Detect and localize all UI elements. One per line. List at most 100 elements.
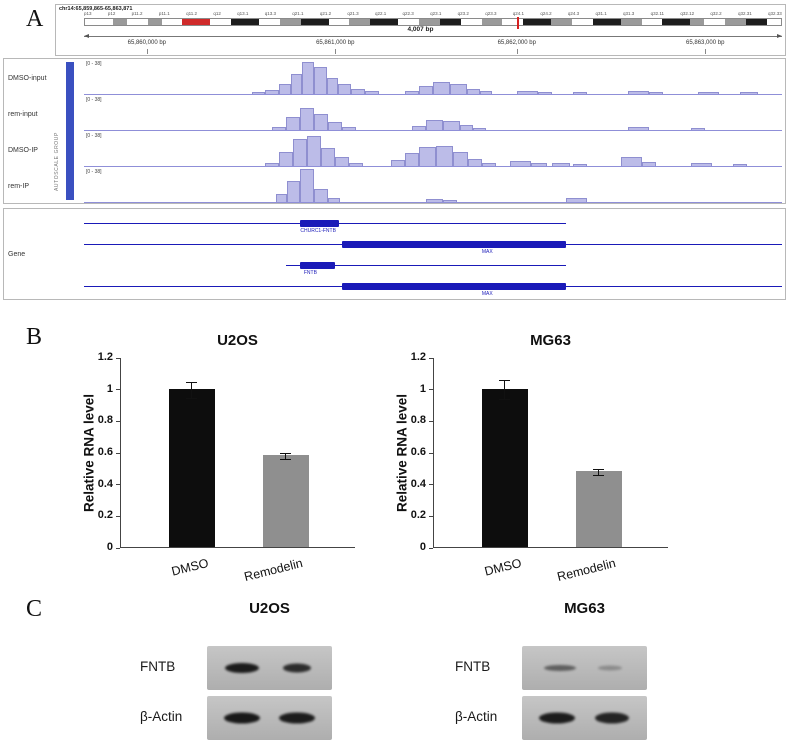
chromosome-ideogram: [84, 17, 782, 29]
y-tick-mark: [116, 452, 120, 454]
gene-row: MAX: [84, 236, 782, 256]
coverage-peak: [251, 91, 266, 94]
band-label: q31.3: [623, 11, 635, 16]
y-tick-mark: [116, 420, 120, 422]
y-tick-label: 1.2: [410, 351, 426, 363]
ideogram-band-segment: [161, 19, 183, 25]
ideogram-band-segment: [258, 19, 280, 25]
coverage-peak: [405, 90, 420, 94]
gene-exon-block: [342, 283, 566, 290]
tracks-container: DMSO-input [0 - 38] rem-input [0 - 38] DMSO-…: [4, 59, 785, 203]
x-category-label: Remodelin: [555, 556, 617, 585]
ideogram-band-segment: [126, 19, 148, 25]
ideogram-band-segment: [572, 19, 593, 25]
track-name-label: DMSO-input: [8, 74, 47, 82]
coverage-peak: [426, 198, 443, 202]
band-label: q21.1: [292, 11, 304, 16]
gene-exon-block: [300, 262, 336, 269]
protein-band: [224, 712, 260, 724]
protein-band: [279, 712, 315, 724]
y-tick-mark: [429, 515, 433, 517]
coverage-peak: [321, 148, 336, 166]
blot-row-label: FNTB: [455, 659, 491, 674]
ideogram-band-segment: [370, 19, 399, 25]
coverage-peak: [279, 83, 291, 94]
coverage-peak: [572, 92, 587, 94]
y-tick-mark: [429, 452, 433, 454]
data-bar: [168, 388, 215, 547]
ideogram-band-segment: [690, 19, 705, 25]
track-baseline: [84, 94, 782, 95]
coverage-peak: [405, 153, 420, 166]
band-label: q23.1: [430, 11, 442, 16]
ruler-tick-label: 65,862,000 bp: [497, 40, 536, 46]
blot-row-label: β-Actin: [140, 709, 183, 724]
ruler-ticks: 65,860,000 bp 65,861,000 bp 65,862,000 bp 6…: [84, 38, 782, 55]
coverage-peak: [364, 91, 379, 94]
track-data-area: [0 - 38]: [84, 61, 782, 95]
coverage-peak: [459, 125, 474, 130]
y-tick-mark: [116, 389, 120, 391]
ideogram-band-segment: [766, 19, 781, 25]
track-name-label: rem-IP: [8, 182, 29, 190]
error-bar-cap: [280, 459, 291, 461]
coverage-peak: [265, 89, 280, 94]
coverage-peak: [265, 162, 280, 166]
protein-band: [597, 665, 622, 671]
coverage-peak: [287, 180, 301, 202]
bar-chart-mg63: MG63 Relative RNA level DMSO Remodelin 0 0.2 0…: [388, 332, 688, 584]
blot-image: [207, 696, 332, 740]
coverage-peak: [272, 126, 287, 130]
band-label: q22.3: [402, 11, 414, 16]
ruler-tick-label: 65,860,000 bp: [127, 40, 166, 46]
ideogram-band-segment: [523, 19, 552, 25]
data-bar: [575, 471, 622, 547]
protein-band: [543, 665, 576, 671]
blot-group-mg63: MG63 FNTB β-Actin: [455, 600, 655, 740]
coverage-peak: [300, 169, 315, 202]
blot-image: [207, 646, 332, 690]
y-tick-mark: [116, 547, 120, 549]
coverage-peak: [326, 77, 339, 94]
chart-plot-area: DMSO Remodelin: [429, 357, 668, 584]
track-scale-label: [0 - 38]: [86, 133, 102, 139]
coverage-peak: [628, 126, 650, 130]
coverage-peak: [530, 162, 548, 166]
coverage-peak: [314, 67, 327, 94]
ideogram-band-segment: [662, 19, 691, 25]
coverage-peak: [342, 126, 357, 130]
ruler-tick-mark: [705, 49, 707, 54]
band-label: p13: [84, 11, 92, 16]
ideogram-band-segment: [725, 19, 746, 25]
chart-title: MG63: [530, 332, 571, 349]
x-category-label: Remodelin: [242, 556, 304, 585]
y-tick-label: 0: [106, 541, 113, 553]
y-tick-label: 1.2: [97, 351, 113, 363]
band-label: q12: [213, 11, 221, 16]
coverage-peak: [290, 74, 302, 94]
ideogram-band-segment: [551, 19, 573, 25]
band-label: q32.33: [768, 11, 782, 16]
band-label: q24.2: [540, 11, 552, 16]
ruler-line: [84, 34, 782, 38]
ideogram-band-segment: [147, 19, 162, 25]
coverage-peak: [314, 114, 329, 130]
coverage-peak: [449, 83, 467, 94]
coverage-peak: [412, 125, 426, 130]
coverage-peak: [466, 88, 481, 94]
blot-group-u2os: U2OS FNTB β-Actin: [140, 600, 340, 740]
coverage-peak: [301, 61, 315, 94]
data-bar: [262, 455, 309, 547]
ruler-tick-mark: [516, 49, 518, 54]
coverage-peak: [433, 81, 450, 94]
coverage-peak: [442, 199, 457, 202]
ideogram-band-segment: [279, 19, 301, 25]
track-data-area: [0 - 38]: [84, 133, 782, 167]
ideogram-band-segment: [112, 19, 127, 25]
y-tick-label: 1: [106, 382, 113, 395]
y-tick-mark: [429, 420, 433, 422]
igv-locus-text: chr14:65,859,865-65,863,871: [59, 6, 133, 12]
gene-name-label: FNTB: [303, 270, 317, 276]
coverage-peak: [328, 121, 343, 130]
error-bar-cap: [593, 468, 604, 470]
